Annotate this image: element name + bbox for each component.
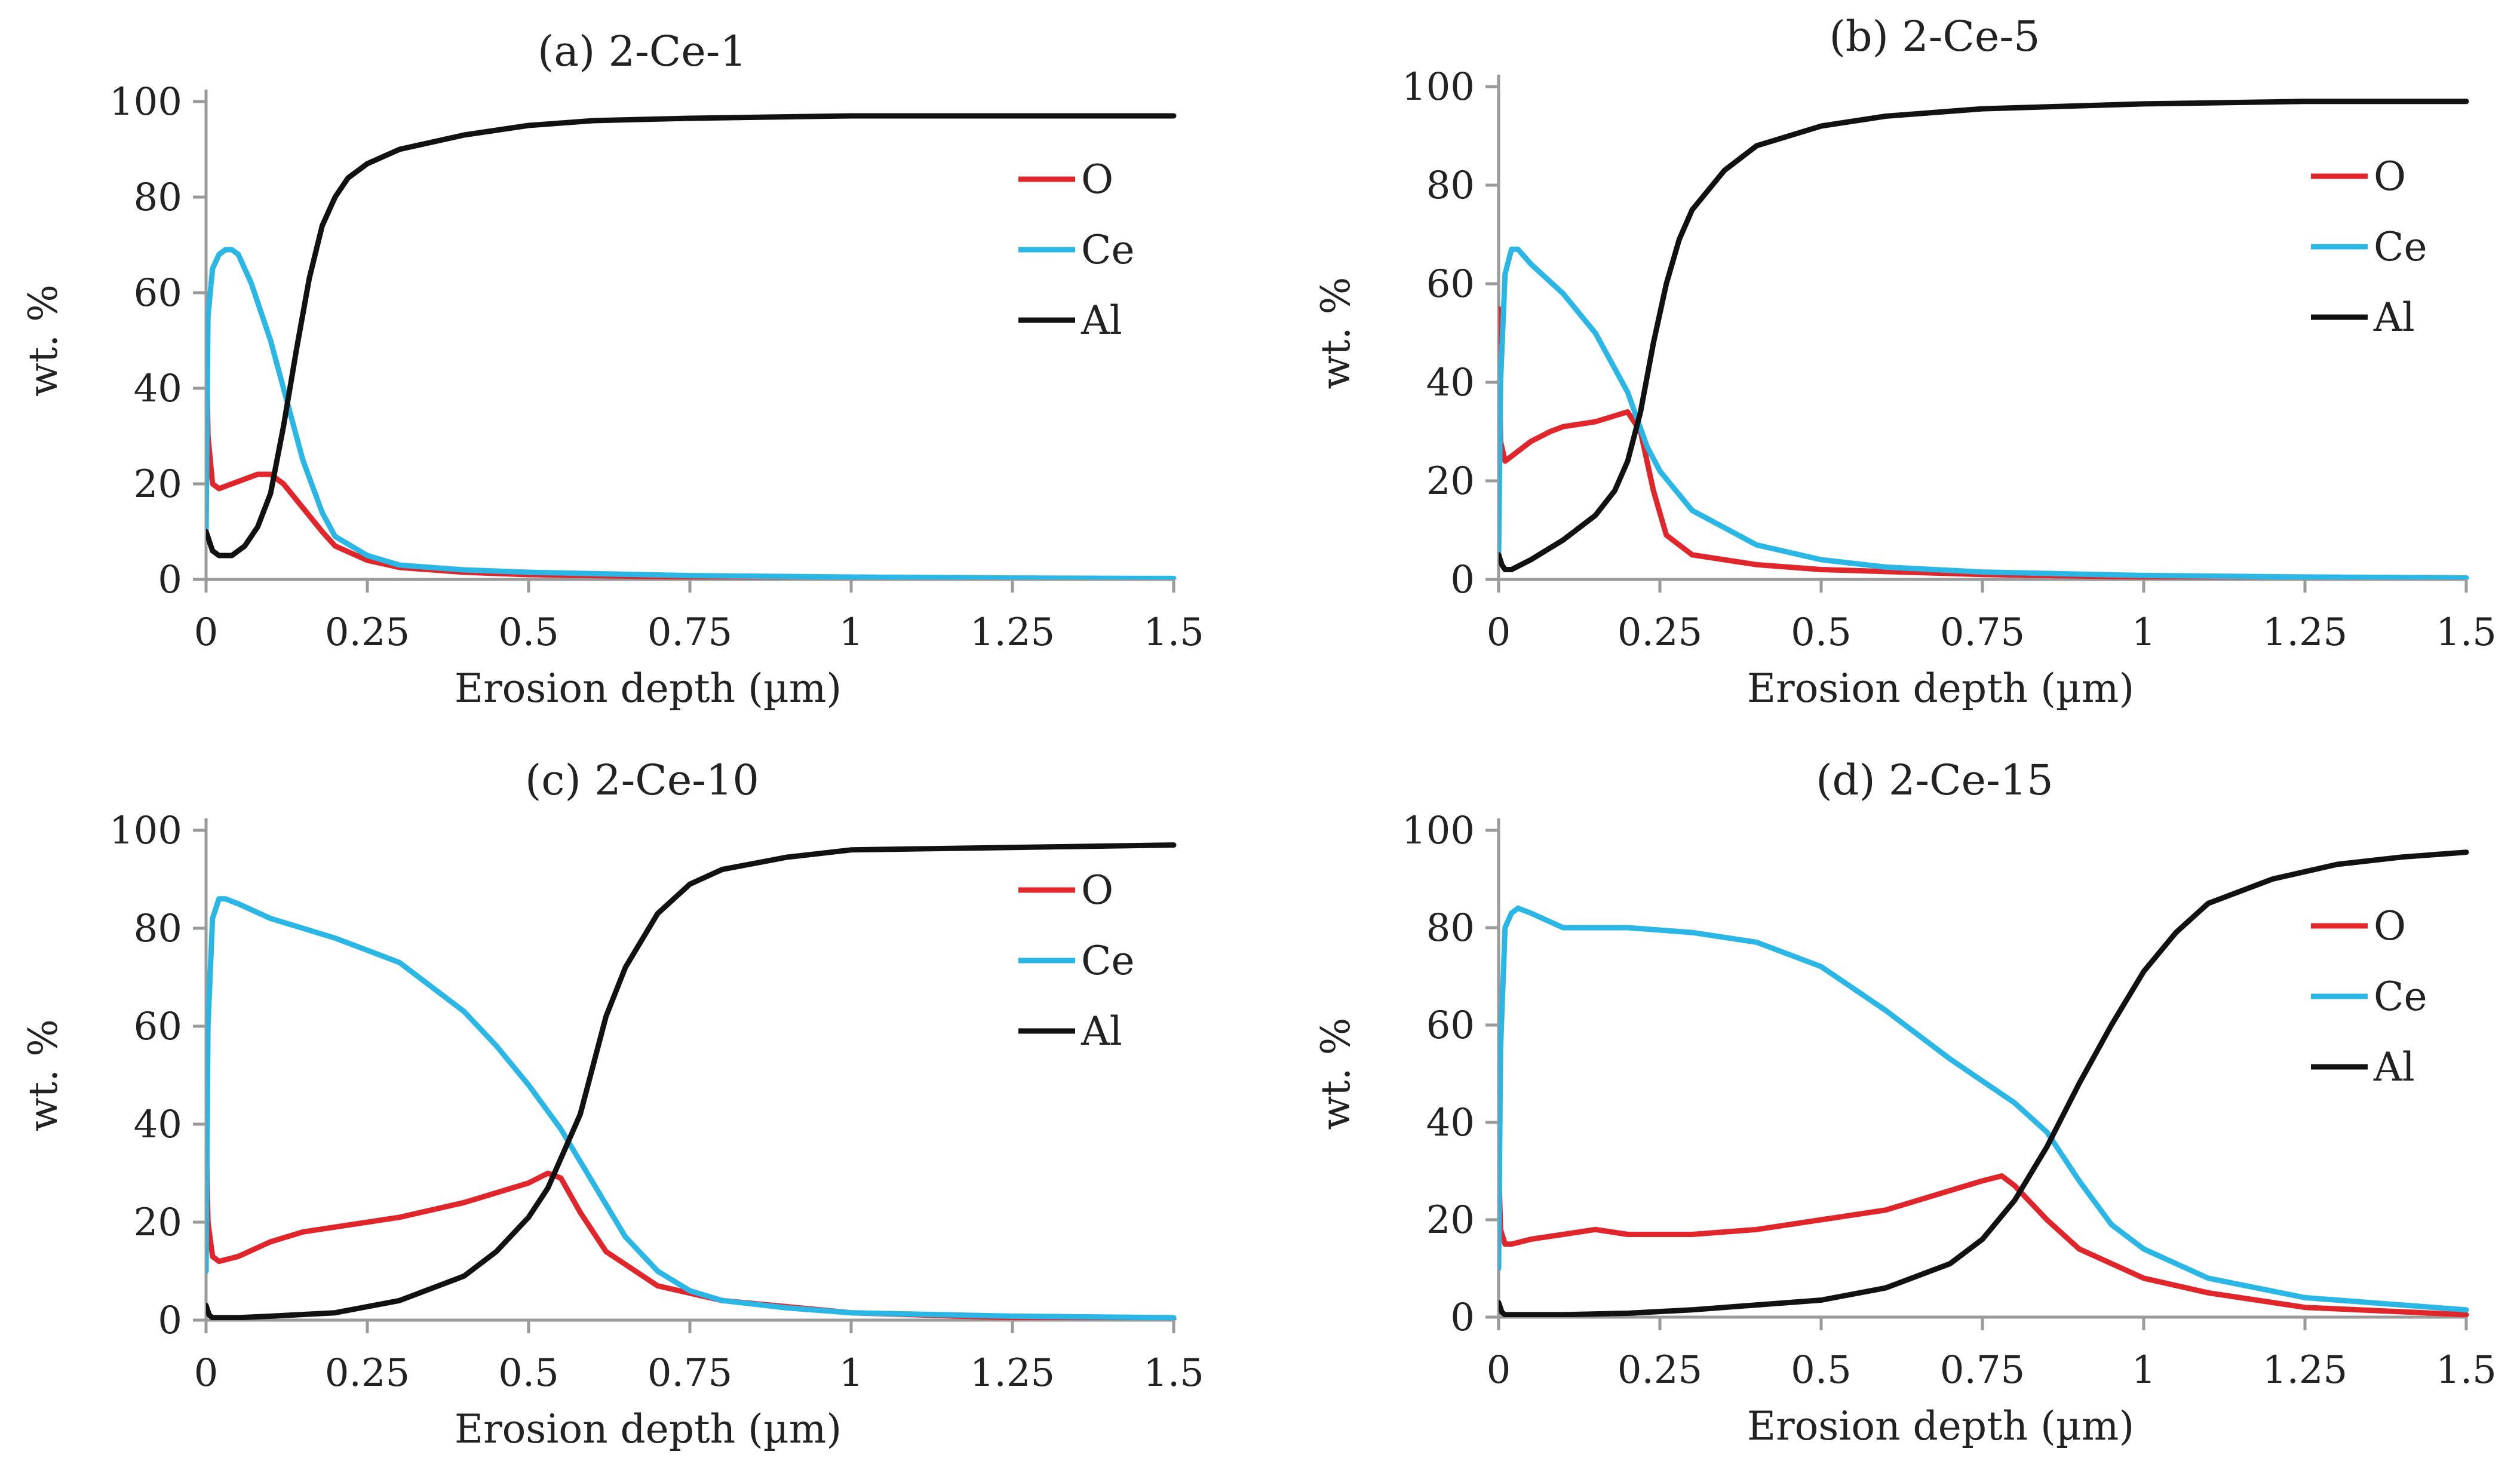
chart-a-svg: (a) 2-Ce-1 0 20 40 60 80 100 0 0.25 0.5 0.75 1 1.25 1… (20, 27, 1204, 711)
chart-d-x-axis-title: Erosion depth (µm) (1747, 1403, 2134, 1449)
chart-b-y-tick-label: 80 (1426, 164, 1475, 208)
chart-d-y-axis-title: wt. % (1313, 1018, 1359, 1130)
chart-b-x-tick-label: 1 (2132, 610, 2156, 655)
chart-b-legend-label-o: O (2374, 154, 2406, 200)
chart-b-title: (b) 2-Ce-5 (1829, 12, 2040, 61)
chart-d-y-tick-label: 60 (1426, 1004, 1475, 1048)
chart-d-legend-label-ce: Ce (2374, 974, 2427, 1020)
chart-b-x-tick-label: 1.25 (2263, 610, 2348, 655)
chart-d-x-tick-label: 0.5 (1791, 1348, 1852, 1392)
chart-c-x-tick-label: 1 (839, 1351, 864, 1395)
chart-d-y-tick-label: 0 (1450, 1296, 1475, 1340)
chart-b-y-tick-label: 100 (1402, 65, 1475, 109)
chart-a-x-tick-label: 1.25 (970, 610, 1055, 655)
chart-a-x-tick-label: 1 (839, 610, 864, 655)
chart-b-x-tick-label: 0.25 (1617, 610, 1703, 655)
chart-a-y-tick-label: 40 (134, 367, 182, 411)
chart-b-x-axis-title: Erosion depth (µm) (1747, 665, 2134, 711)
chart-d-x-tick-label: 0 (1487, 1348, 1511, 1392)
chart-a-legend-label-o: O (1081, 157, 1113, 202)
chart-a-legend-label-al: Al (1081, 297, 1122, 343)
chart-a-y-tick-label: 80 (134, 176, 182, 220)
chart-d-y-tick-label: 20 (1426, 1198, 1475, 1242)
chart-d-plot-area (1499, 849, 2469, 1317)
chart-b-x-tick-label: 0 (1487, 610, 1511, 655)
chart-a-x-tick-label: 0.5 (498, 610, 559, 655)
chart-c-y-tick-label: 20 (134, 1201, 182, 1245)
chart-b-y-tick-label: 20 (1426, 459, 1475, 504)
chart-c-x-tick-label: 0 (194, 1351, 219, 1395)
chart-c-y-tick-label: 80 (134, 907, 182, 951)
chart-a-y-tick-label: 100 (109, 80, 182, 124)
chart-c-y-tick-label: 100 (109, 809, 182, 853)
chart-a-x-tick-label: 1.5 (1143, 610, 1204, 655)
chart-panel-c: (c) 2-Ce-10 0 20 40 60 80 100 0 0.25 0.5 0.75 1 1.25… (0, 741, 1260, 1482)
chart-a-x-axis-title: Erosion depth (µm) (455, 665, 842, 711)
chart-d-legend-label-o: O (2374, 903, 2406, 949)
chart-panel-b: (b) 2-Ce-5 0 20 40 60 80 100 0 0.25 0.5 0.75 1 1.25 1… (1260, 0, 2520, 741)
chart-a-x-tick-label: 0.25 (325, 610, 410, 655)
chart-c-x-axis-title: Erosion depth (µm) (455, 1406, 842, 1452)
chart-a-y-tick-label: 20 (134, 462, 182, 507)
chart-d-series-al-line (1499, 849, 2469, 1317)
chart-c-x-tick-label: 1.5 (1143, 1351, 1204, 1395)
chart-b-series-al-line (1499, 99, 2469, 572)
chart-c-plot-area (206, 842, 1177, 1320)
chart-b-y-axis-title: wt. % (1313, 277, 1359, 389)
chart-a-series-o-line (206, 314, 1177, 579)
chart-c-x-tick-label: 1.25 (970, 1351, 1055, 1395)
chart-a-legend-label-ce: Ce (1081, 227, 1135, 273)
chart-a-x-tick-label: 0.75 (647, 610, 733, 655)
chart-c-legend-label-al: Al (1081, 1008, 1122, 1054)
chart-c-legend-label-ce: Ce (1081, 938, 1135, 984)
chart-d-y-tick-label: 40 (1426, 1101, 1475, 1145)
chart-b-plot-area (1499, 99, 2469, 579)
chart-a-plot-area (206, 113, 1177, 579)
chart-a-y-tick-label: 0 (158, 558, 182, 602)
chart-c-y-tick-label: 60 (134, 1005, 182, 1049)
chart-a-title: (a) 2-Ce-1 (538, 27, 747, 76)
chart-c-y-axis-title: wt. % (20, 1019, 66, 1131)
chart-c-series-ce-line (206, 896, 1177, 1320)
chart-panel-d: (d) 2-Ce-15 0 20 40 60 80 100 0 0.25 0.5 0.75 1 1.25… (1260, 741, 2520, 1482)
chart-d-x-tick-label: 1 (2132, 1348, 2156, 1392)
chart-d-title: (d) 2-Ce-15 (1816, 756, 2054, 805)
chart-b-x-tick-label: 0.75 (1940, 610, 2025, 655)
chart-d-x-tick-label: 1.25 (2263, 1348, 2348, 1392)
chart-b-legend-label-al: Al (2373, 294, 2415, 340)
chart-a-x-tick-label: 0 (194, 610, 219, 655)
chart-d-y-tick-label: 100 (1402, 809, 1475, 853)
chart-c-x-tick-label: 0.25 (325, 1351, 410, 1395)
chart-c-x-tick-label: 0.75 (647, 1351, 733, 1395)
chart-c-legend-label-o: O (1081, 867, 1113, 913)
chart-d-y-tick-label: 80 (1426, 906, 1475, 950)
chart-a-y-tick-label: 60 (134, 271, 182, 315)
chart-a-series-ce-line (206, 247, 1177, 579)
chart-a-series-al-line (206, 113, 1177, 559)
chart-c-y-tick-label: 40 (134, 1103, 182, 1147)
chart-b-x-tick-label: 1.5 (2436, 610, 2497, 655)
chart-d-x-tick-label: 0.25 (1617, 1348, 1703, 1392)
chart-c-series-al-line (206, 842, 1177, 1320)
chart-b-series-ce-line (1499, 246, 2469, 579)
chart-c-y-tick-label: 0 (158, 1299, 182, 1343)
chart-b-y-tick-label: 40 (1426, 361, 1475, 405)
chart-c-svg: (c) 2-Ce-10 0 20 40 60 80 100 0 0.25 0.5 0.75 1 1.25… (20, 756, 1204, 1452)
chart-c-title: (c) 2-Ce-10 (525, 756, 759, 805)
chart-d-series-o-line (1499, 1158, 2469, 1317)
chart-d-x-tick-label: 0.75 (1940, 1348, 2025, 1392)
chart-a-y-axis-title: wt. % (20, 284, 66, 397)
chart-b-svg: (b) 2-Ce-5 0 20 40 60 80 100 0 0.25 0.5 0.75 1 1.25 1… (1313, 12, 2497, 711)
chart-b-y-tick-label: 60 (1426, 262, 1475, 306)
chart-panel-a: (a) 2-Ce-1 0 20 40 60 80 100 0 0.25 0.5 0.75 1 1.25 1… (0, 0, 1260, 741)
chart-d-legend-label-al: Al (2373, 1044, 2415, 1090)
chart-b-legend-label-ce: Ce (2374, 224, 2427, 270)
chart-b-x-tick-label: 0.5 (1791, 610, 1852, 655)
chart-d-svg: (d) 2-Ce-15 0 20 40 60 80 100 0 0.25 0.5 0.75 1 1.25… (1313, 756, 2497, 1449)
chart-b-y-tick-label: 0 (1450, 558, 1475, 602)
chart-c-x-tick-label: 0.5 (498, 1351, 559, 1395)
chart-d-x-tick-label: 1.5 (2436, 1348, 2497, 1392)
chart-d-series-ce-line (1499, 905, 2469, 1313)
